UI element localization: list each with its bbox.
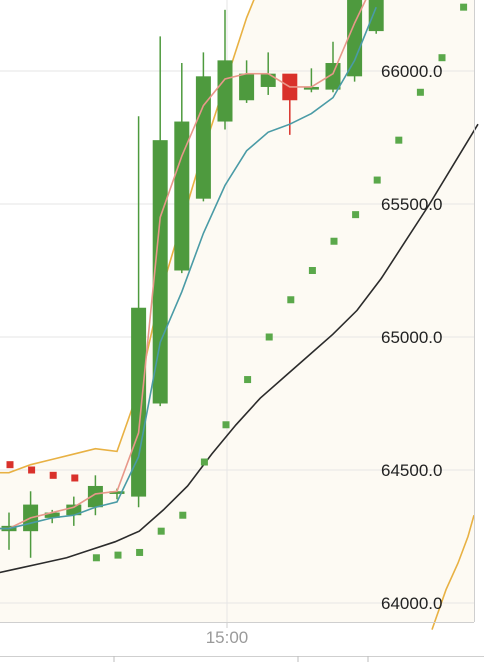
grid — [0, 0, 474, 622]
sar-dot-6 — [136, 548, 144, 556]
ma-mid-line — [0, 6, 377, 530]
sar-dot-7 — [157, 527, 165, 535]
ma-fast-line — [0, 0, 367, 530]
candle-body-5 — [109, 491, 125, 494]
sar-dot-18 — [395, 136, 403, 144]
candle-body-9 — [195, 76, 211, 199]
y-tick-label-64500: 64500.0 — [381, 461, 442, 480]
candle-body-15 — [325, 63, 341, 90]
sar-dot-0 — [6, 461, 14, 469]
sar-dots — [6, 3, 468, 562]
sar-dot-15 — [330, 237, 338, 245]
x-tick-label-15-00: 15:00 — [206, 628, 249, 647]
sar-dot-3 — [71, 474, 79, 482]
ma-slow-layer — [0, 123, 479, 574]
sar-dot-9 — [200, 458, 208, 466]
y-tick-label-65000: 65000.0 — [381, 328, 442, 347]
sar-dot-12 — [265, 333, 273, 341]
sar-dot-8 — [179, 511, 187, 519]
candle-body-2 — [44, 512, 60, 518]
band-fill — [0, 0, 474, 622]
y-tick-label-65500: 65500.0 — [381, 195, 442, 214]
sar-dot-4 — [92, 554, 100, 562]
sar-dot-11 — [244, 376, 252, 384]
sar-dot-2 — [49, 471, 57, 479]
y-tick-labels: 64000.0 64500.0 65000.0 65500.0 66000.0 — [381, 62, 442, 613]
candle-body-6 — [131, 307, 147, 497]
sar-dot-14 — [308, 267, 316, 274]
moving-averages — [0, 0, 377, 530]
sar-dot-16 — [352, 211, 360, 219]
candle-body-17 — [368, 0, 384, 32]
y-tick-label-64000: 64000.0 — [381, 594, 442, 613]
ma-slow-line — [0, 123, 479, 574]
candle-body-4 — [87, 485, 103, 508]
sar-dot-19 — [416, 88, 424, 96]
y-tick-label-66000: 66000.0 — [381, 62, 442, 81]
sar-dot-21 — [460, 3, 468, 11]
sar-dot-20 — [438, 54, 446, 62]
sar-dot-13 — [287, 296, 295, 304]
sar-dot-17 — [373, 176, 381, 184]
candle-body-14 — [303, 86, 319, 90]
candle-body-8 — [174, 121, 190, 271]
candle-body-11 — [239, 73, 255, 101]
sar-dot-1 — [28, 466, 36, 474]
sar-dot-10 — [222, 421, 230, 429]
candle-body-3 — [66, 504, 82, 516]
band-lower-line — [431, 515, 475, 630]
candle-body-10 — [217, 60, 233, 122]
band-area — [0, 0, 474, 622]
candle-body-16 — [347, 0, 363, 77]
sar-dot-5 — [114, 551, 122, 559]
candle-body-12 — [260, 73, 276, 87]
